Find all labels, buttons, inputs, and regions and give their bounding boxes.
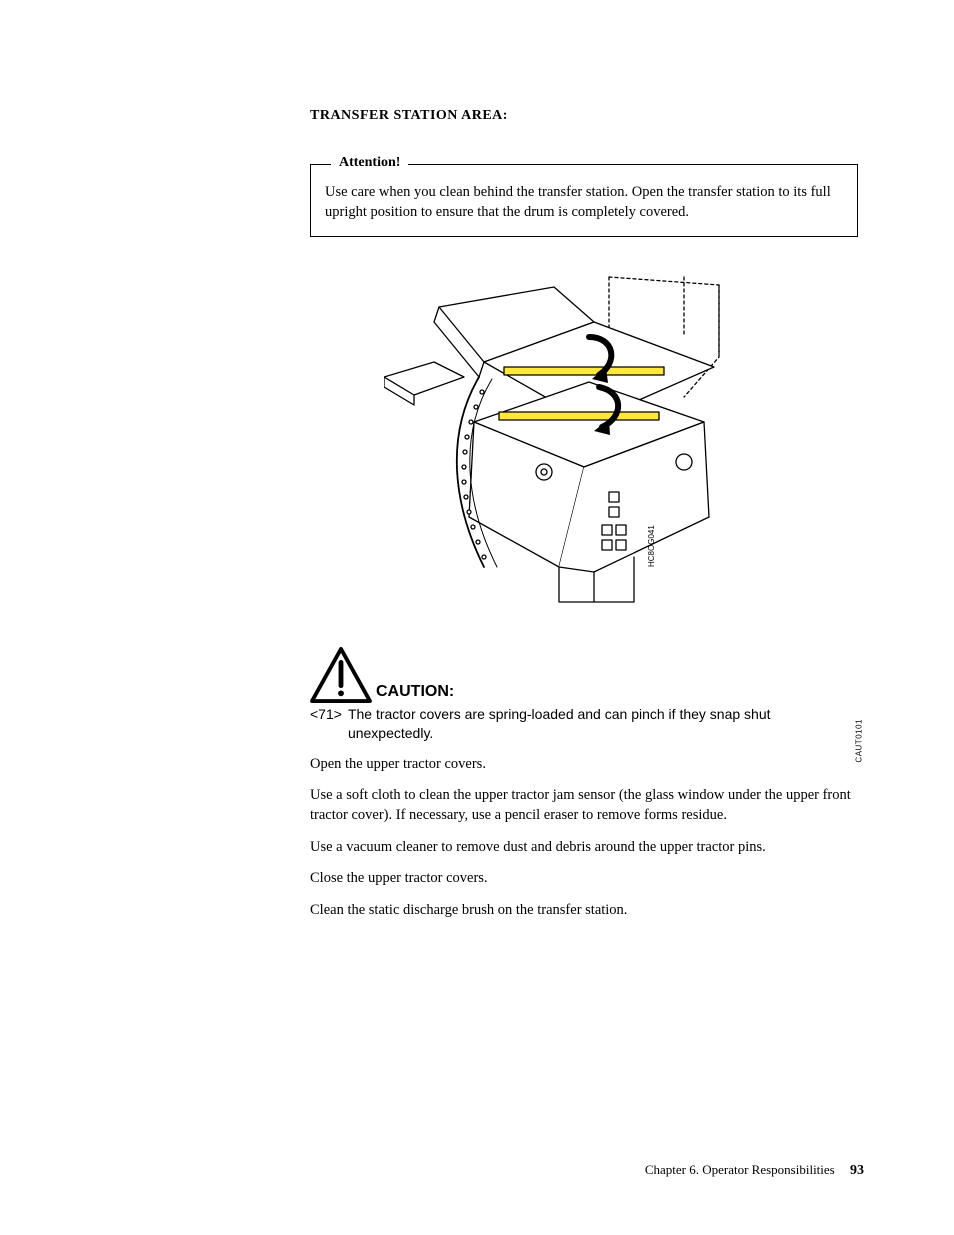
transfer-station-figure: HC8OG041 — [384, 267, 784, 607]
instruction-paragraph: Use a vacuum cleaner to remove dust and … — [310, 838, 858, 858]
instruction-paragraph: Clean the static discharge brush on the … — [310, 901, 858, 921]
caution-ref: <71> — [310, 705, 342, 724]
figure-label: HC8OG041 — [647, 525, 656, 567]
instruction-paragraph: Open the upper tractor covers. — [310, 755, 858, 775]
caution-word: CAUTION: — [376, 683, 454, 703]
attention-legend: Attention! — [331, 155, 408, 171]
attention-box: Attention! Use care when you clean behin… — [310, 164, 858, 237]
section-heading: TRANSFER STATION AREA: — [310, 108, 858, 124]
instruction-paragraph: Use a soft cloth to clean the upper trac… — [310, 786, 858, 825]
caution-sidelabel: CAUT0101 — [855, 719, 864, 763]
footer-chapter: Chapter 6. Operator Responsibilities — [645, 1162, 835, 1177]
instruction-paragraph: Close the upper tractor covers. — [310, 869, 858, 889]
caution-body-text: The tractor covers are spring-loaded and… — [348, 705, 858, 743]
footer-page-number: 93 — [850, 1163, 864, 1178]
caution-block: CAUTION: <71> The tractor covers are spr… — [310, 647, 858, 743]
attention-body: Use care when you clean behind the trans… — [325, 183, 843, 222]
caution-triangle-icon — [310, 647, 372, 703]
page-footer: Chapter 6. Operator Responsibilities 93 — [645, 1162, 864, 1179]
